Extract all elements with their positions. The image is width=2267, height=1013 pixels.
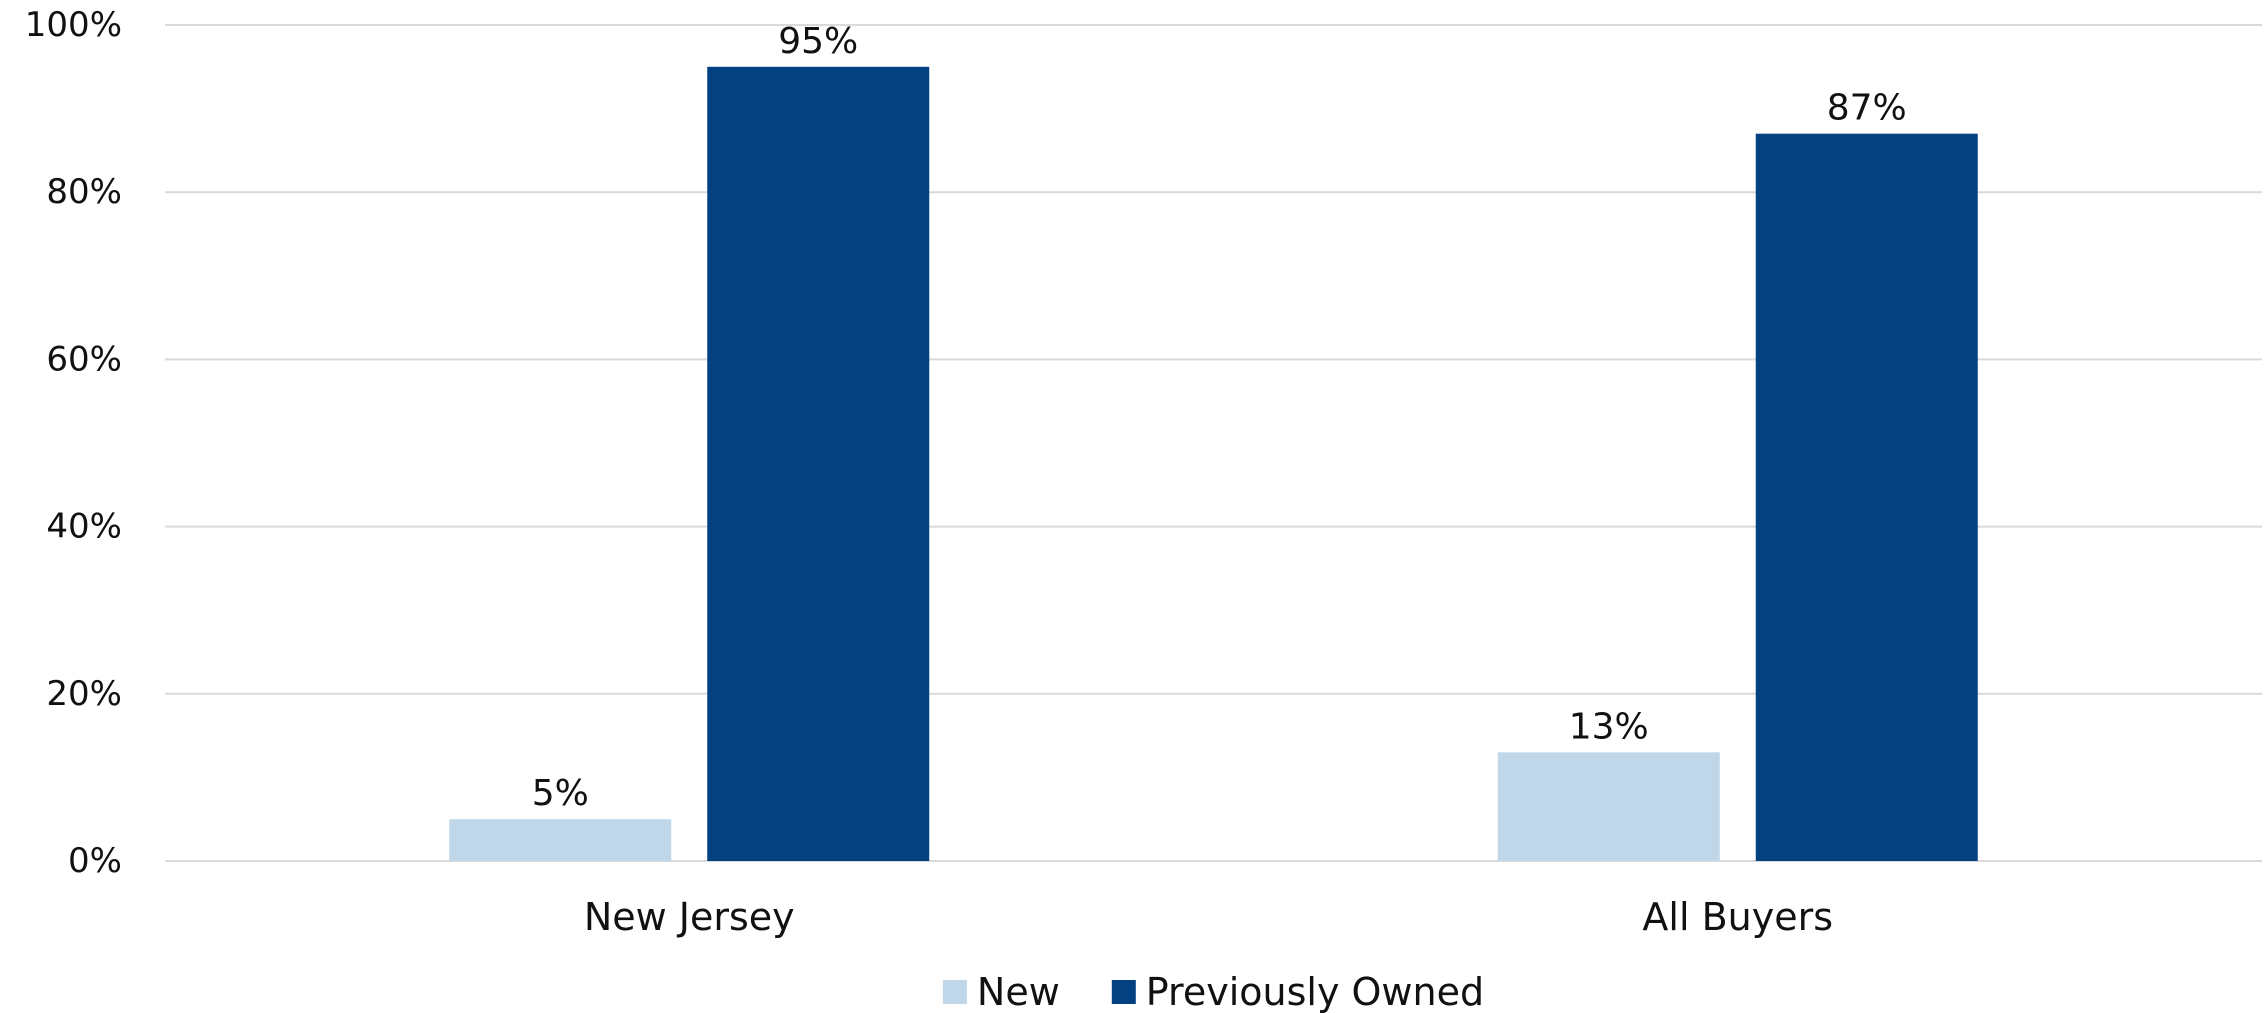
- y-axis-tick-labels: 0% 20% 40% 60% 80% 100%: [25, 5, 122, 881]
- y-tick-label: 0%: [68, 841, 122, 881]
- legend-swatch: [1111, 980, 1136, 1004]
- data-labels: 5% 95% 13% 87%: [532, 21, 1907, 814]
- bars: [449, 66, 1978, 862]
- x-axis-category-labels: New Jersey All Buyers: [584, 895, 1833, 939]
- y-tick-label: 20%: [46, 674, 122, 714]
- legend-item-previously-owned: Previously Owned: [1111, 970, 1484, 1013]
- data-label: 5%: [532, 773, 589, 814]
- bar-new-all-buyers: [1497, 752, 1720, 861]
- legend-item-new: New: [942, 970, 1060, 1013]
- y-tick-label: 80%: [46, 172, 122, 212]
- data-label: 13%: [1569, 706, 1649, 747]
- bar-new-new-jersey: [449, 819, 672, 861]
- legend-label: New: [977, 970, 1060, 1013]
- y-tick-label: 100%: [25, 5, 122, 45]
- data-label: 95%: [778, 21, 858, 62]
- bar-previously-owned-new-jersey: [707, 66, 930, 862]
- x-category-label: New Jersey: [584, 895, 795, 939]
- bar-previously-owned-all-buyers: [1755, 133, 1978, 861]
- y-tick-label: 60%: [46, 339, 122, 379]
- legend-label: Previously Owned: [1146, 970, 1484, 1013]
- legend: New Previously Owned: [942, 970, 1484, 1013]
- x-category-label: All Buyers: [1642, 895, 1833, 939]
- legend-swatch: [942, 980, 967, 1004]
- data-label: 87%: [1827, 88, 1907, 129]
- y-tick-label: 40%: [46, 507, 122, 547]
